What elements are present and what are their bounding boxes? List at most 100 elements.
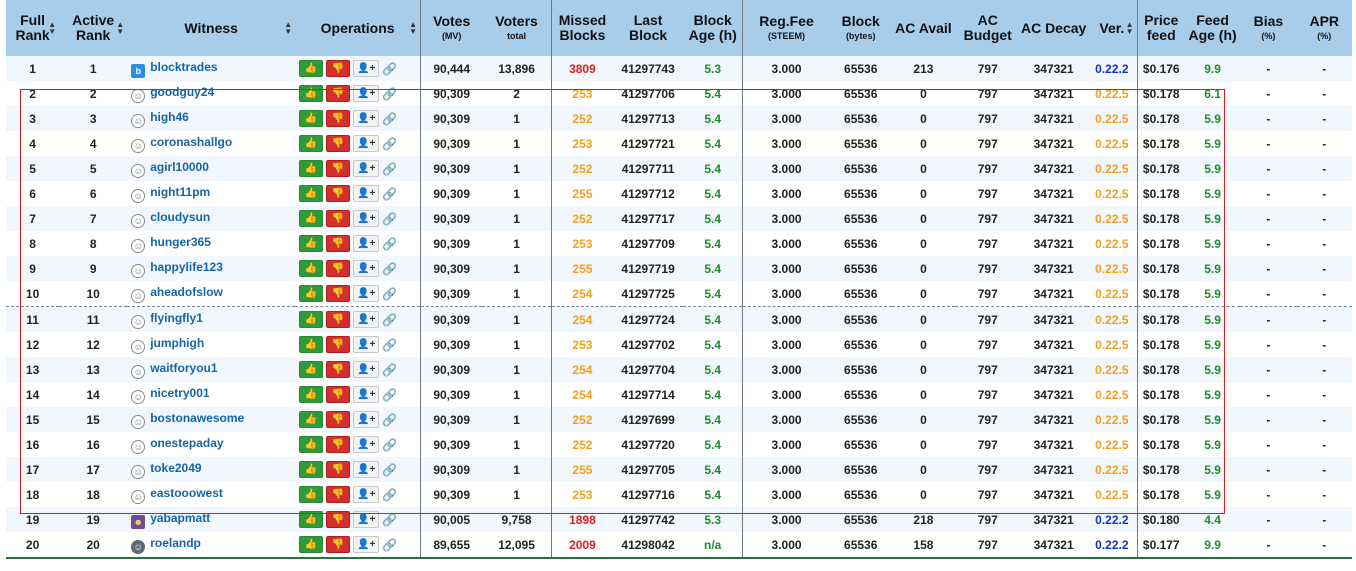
witness-name-link[interactable]: coronashallgo bbox=[150, 134, 233, 149]
link-icon[interactable]: 🔗 bbox=[382, 437, 398, 452]
thumbs-up-icon[interactable]: 👍 bbox=[299, 411, 324, 428]
thumbs-up-icon[interactable]: 👍 bbox=[299, 260, 324, 277]
thumbs-up-icon[interactable]: 👍 bbox=[299, 160, 324, 177]
witness-name-link[interactable]: roelandp bbox=[150, 535, 201, 550]
link-icon[interactable]: 🔗 bbox=[382, 136, 398, 151]
thumbs-up-icon[interactable]: 👍 bbox=[299, 336, 324, 353]
col-bias[interactable]: Bias (%) bbox=[1240, 0, 1297, 56]
thumbs-down-icon[interactable]: 👎 bbox=[326, 285, 351, 302]
add-user-icon[interactable]: 👤+ bbox=[353, 135, 380, 152]
thumbs-down-icon[interactable]: 👎 bbox=[326, 110, 351, 127]
add-user-icon[interactable]: 👤+ bbox=[353, 285, 380, 302]
thumbs-down-icon[interactable]: 👎 bbox=[326, 411, 351, 428]
thumbs-down-icon[interactable]: 👎 bbox=[326, 511, 351, 528]
add-user-icon[interactable]: 👤+ bbox=[353, 536, 380, 553]
link-icon[interactable]: 🔗 bbox=[382, 286, 398, 301]
col-price-feed[interactable]: Price feed bbox=[1136, 0, 1185, 56]
col-witness[interactable]: Witness ▲ ▼ bbox=[127, 0, 296, 56]
witness-name-link[interactable]: jumphigh bbox=[150, 335, 205, 350]
add-user-icon[interactable]: 👤+ bbox=[353, 461, 380, 478]
thumbs-down-icon[interactable]: 👎 bbox=[326, 235, 351, 252]
link-icon[interactable]: 🔗 bbox=[382, 61, 398, 76]
link-icon[interactable]: 🔗 bbox=[382, 462, 398, 477]
link-icon[interactable]: 🔗 bbox=[382, 261, 398, 276]
witness-name-link[interactable]: hunger365 bbox=[150, 234, 211, 249]
add-user-icon[interactable]: 👤+ bbox=[353, 311, 380, 328]
link-icon[interactable]: 🔗 bbox=[382, 387, 398, 402]
witness-name-link[interactable]: high46 bbox=[150, 109, 189, 124]
col-voters[interactable]: Voters total bbox=[482, 0, 552, 56]
witness-name-link[interactable]: happylife123 bbox=[150, 259, 223, 274]
add-user-icon[interactable]: 👤+ bbox=[353, 85, 380, 102]
thumbs-down-icon[interactable]: 👎 bbox=[326, 386, 351, 403]
col-ac-avail[interactable]: AC Avail bbox=[891, 0, 956, 56]
witness-name-link[interactable]: eastooowest bbox=[150, 485, 223, 500]
col-version[interactable]: Ver. ▲ ▼ bbox=[1087, 0, 1138, 56]
thumbs-up-icon[interactable]: 👍 bbox=[299, 285, 324, 302]
col-votes[interactable]: Votes (MV) bbox=[420, 0, 483, 56]
link-icon[interactable]: 🔗 bbox=[382, 186, 398, 201]
col-ac-decay[interactable]: AC Decay bbox=[1020, 0, 1088, 56]
thumbs-down-icon[interactable]: 👎 bbox=[326, 336, 351, 353]
add-user-icon[interactable]: 👤+ bbox=[353, 110, 380, 127]
link-icon[interactable]: 🔗 bbox=[382, 161, 398, 176]
thumbs-up-icon[interactable]: 👍 bbox=[299, 311, 324, 328]
link-icon[interactable]: 🔗 bbox=[382, 111, 398, 126]
add-user-icon[interactable]: 👤+ bbox=[353, 336, 380, 353]
col-block-age[interactable]: Block Age (h) bbox=[683, 0, 743, 56]
sort-arrows-icon[interactable]: ▲ ▼ bbox=[284, 20, 293, 36]
witness-name-link[interactable]: aheadofslow bbox=[150, 284, 223, 299]
col-active-rank[interactable]: Active Rank ▲ ▼ bbox=[59, 0, 128, 56]
link-icon[interactable]: 🔗 bbox=[382, 512, 398, 527]
col-apr[interactable]: APR (%) bbox=[1296, 0, 1352, 56]
col-feed-age[interactable]: Feed Age (h) bbox=[1184, 0, 1241, 56]
link-icon[interactable]: 🔗 bbox=[382, 211, 398, 226]
col-ac-budget[interactable]: AC Budget bbox=[955, 0, 1021, 56]
thumbs-down-icon[interactable]: 👎 bbox=[326, 436, 351, 453]
thumbs-up-icon[interactable]: 👍 bbox=[299, 185, 324, 202]
sort-arrows-icon[interactable]: ▲ ▼ bbox=[1125, 20, 1134, 36]
add-user-icon[interactable]: 👤+ bbox=[353, 436, 380, 453]
thumbs-up-icon[interactable]: 👍 bbox=[299, 486, 324, 503]
witness-name-link[interactable]: onestepaday bbox=[150, 435, 224, 450]
thumbs-down-icon[interactable]: 👎 bbox=[326, 486, 351, 503]
link-icon[interactable]: 🔗 bbox=[382, 312, 398, 327]
link-icon[interactable]: 🔗 bbox=[382, 362, 398, 377]
thumbs-down-icon[interactable]: 👎 bbox=[326, 85, 351, 102]
link-icon[interactable]: 🔗 bbox=[382, 86, 398, 101]
witness-name-link[interactable]: blocktrades bbox=[150, 59, 218, 74]
witness-name-link[interactable]: yabapmatt bbox=[150, 510, 211, 525]
witness-name-link[interactable]: nicetry001 bbox=[150, 385, 210, 400]
link-icon[interactable]: 🔗 bbox=[382, 337, 398, 352]
thumbs-up-icon[interactable]: 👍 bbox=[299, 135, 324, 152]
thumbs-up-icon[interactable]: 👍 bbox=[299, 85, 324, 102]
link-icon[interactable]: 🔗 bbox=[382, 537, 398, 552]
link-icon[interactable]: 🔗 bbox=[382, 487, 398, 502]
thumbs-down-icon[interactable]: 👎 bbox=[326, 135, 351, 152]
add-user-icon[interactable]: 👤+ bbox=[353, 260, 380, 277]
col-missed-blocks[interactable]: Missed Blocks bbox=[550, 0, 614, 56]
thumbs-up-icon[interactable]: 👍 bbox=[299, 386, 324, 403]
col-reg-fee[interactable]: Reg.Fee (STEEM) bbox=[742, 0, 830, 56]
thumbs-down-icon[interactable]: 👎 bbox=[326, 185, 351, 202]
witness-name-link[interactable]: cloudysun bbox=[150, 209, 211, 224]
witness-name-link[interactable]: flyingfly1 bbox=[150, 310, 203, 325]
witness-name-link[interactable]: night11pm bbox=[150, 184, 211, 199]
witness-name-link[interactable]: toke2049 bbox=[150, 460, 202, 475]
thumbs-up-icon[interactable]: 👍 bbox=[299, 511, 324, 528]
thumbs-up-icon[interactable]: 👍 bbox=[299, 536, 324, 553]
link-icon[interactable]: 🔗 bbox=[382, 236, 398, 251]
thumbs-down-icon[interactable]: 👎 bbox=[326, 60, 351, 77]
thumbs-down-icon[interactable]: 👎 bbox=[326, 536, 351, 553]
witness-name-link[interactable]: bostonawesome bbox=[150, 410, 245, 425]
add-user-icon[interactable]: 👤+ bbox=[353, 60, 380, 77]
col-full-rank[interactable]: Full Rank ▲ ▼ bbox=[6, 0, 60, 56]
thumbs-down-icon[interactable]: 👎 bbox=[326, 311, 351, 328]
thumbs-up-icon[interactable]: 👍 bbox=[299, 436, 324, 453]
add-user-icon[interactable]: 👤+ bbox=[353, 185, 380, 202]
thumbs-up-icon[interactable]: 👍 bbox=[299, 461, 324, 478]
thumbs-down-icon[interactable]: 👎 bbox=[326, 361, 351, 378]
col-block-size[interactable]: Block (bytes) bbox=[829, 0, 892, 56]
add-user-icon[interactable]: 👤+ bbox=[353, 160, 380, 177]
sort-arrows-icon[interactable]: ▲ ▼ bbox=[116, 20, 125, 36]
